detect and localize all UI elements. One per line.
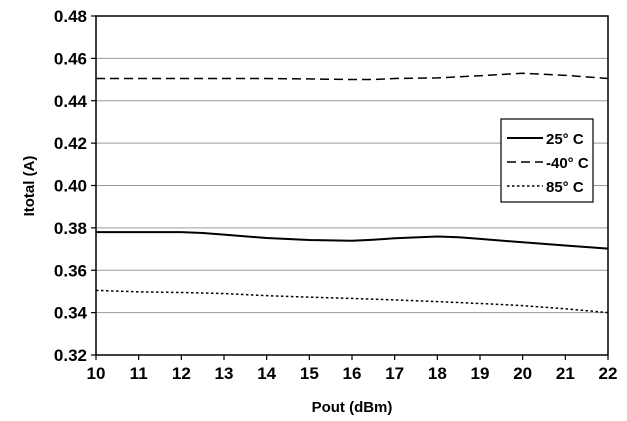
x-tick-label: 16 xyxy=(343,364,362,383)
series-lines xyxy=(95,72,609,314)
y-tick-label: 0.34 xyxy=(54,304,88,323)
x-tick-label: 11 xyxy=(130,364,148,383)
y-tick-label: 0.44 xyxy=(54,92,88,111)
x-tick-label: 14 xyxy=(257,364,276,383)
legend: 25° C -40° C 85° C xyxy=(500,118,594,203)
gridlines xyxy=(96,57,608,314)
x-tick-label: 10 xyxy=(87,364,106,383)
y-tick-label: 0.32 xyxy=(54,346,87,365)
x-tick-label: 21 xyxy=(556,364,575,383)
y-tick-label: 0.42 xyxy=(54,134,87,153)
y-tick-label: 0.46 xyxy=(54,49,87,68)
y-tick-label: 0.48 xyxy=(54,7,87,26)
y-tick-label: 0.36 xyxy=(54,261,87,280)
legend-label-minus40c: -40° C xyxy=(546,155,589,172)
legend-label-25c: 25° C xyxy=(546,131,584,148)
legend-box xyxy=(500,118,594,203)
series-line-minus40c xyxy=(96,72,609,81)
y-axis-title: Itotal (A) xyxy=(21,156,38,217)
y-axis-ticks: 0.32 0.34 0.36 0.38 0.40 0.42 0.44 0.46 0.48 xyxy=(54,7,96,365)
y-tick-label: 0.40 xyxy=(54,177,87,196)
series-line-25c xyxy=(96,231,609,250)
legend-label-85c: 85° C xyxy=(546,179,584,196)
x-tick-label: 12 xyxy=(172,364,191,383)
series-line-85c xyxy=(95,289,609,314)
x-tick-label: 18 xyxy=(428,364,447,383)
x-axis-ticks: 10 11 12 13 14 15 16 17 18 19 20 21 22 xyxy=(87,355,618,383)
x-tick-label: 17 xyxy=(385,364,404,383)
x-axis-title: Pout (dBm) xyxy=(312,399,393,416)
x-tick-label: 19 xyxy=(471,364,490,383)
y-tick-label: 0.38 xyxy=(54,219,87,238)
x-tick-label: 22 xyxy=(599,364,618,383)
x-tick-label: 20 xyxy=(513,364,532,383)
x-tick-label: 15 xyxy=(300,364,319,383)
x-tick-label: 13 xyxy=(215,364,234,383)
